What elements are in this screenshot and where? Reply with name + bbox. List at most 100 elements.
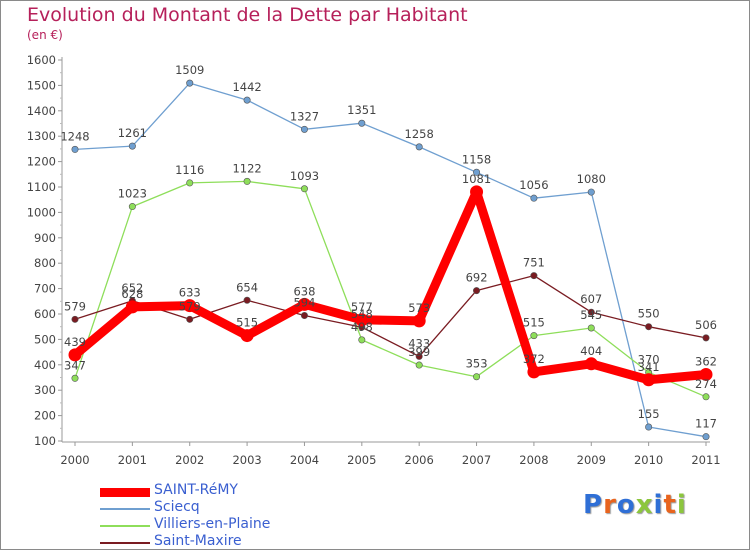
data-label: 579 xyxy=(179,299,201,313)
series-point-2 xyxy=(473,373,481,381)
series-point-1 xyxy=(415,143,423,151)
data-label: 341 xyxy=(638,360,660,374)
series-point-3 xyxy=(243,296,251,304)
data-label: 1023 xyxy=(118,187,147,201)
proxiti-logo: Proxiti xyxy=(583,490,687,520)
series-point-1 xyxy=(702,433,710,441)
series-point-2 xyxy=(415,361,423,369)
legend-label: Saint-Maxire xyxy=(154,533,242,549)
series-line-1 xyxy=(74,82,707,438)
x-tick-label: 2002 xyxy=(175,453,204,467)
data-label: 1056 xyxy=(519,178,548,192)
data-label: 594 xyxy=(293,296,315,310)
data-label: 1093 xyxy=(290,169,319,183)
data-label: 550 xyxy=(638,307,660,321)
data-label: 638 xyxy=(293,284,315,298)
data-label: 1248 xyxy=(60,129,89,143)
data-label: 654 xyxy=(236,280,258,294)
legend-swatch xyxy=(100,542,150,544)
data-label: 545 xyxy=(580,308,602,322)
y-tick-label: 500 xyxy=(34,332,56,346)
x-tick-label: 2009 xyxy=(577,453,606,467)
series-point-0 xyxy=(68,348,82,362)
data-label: 548 xyxy=(351,307,373,321)
y-tick-label: 300 xyxy=(34,383,56,397)
series-point-3 xyxy=(415,352,423,360)
data-label: 1509 xyxy=(175,63,204,77)
data-label: 506 xyxy=(695,318,717,332)
data-label: 751 xyxy=(523,256,545,270)
series-point-3 xyxy=(530,272,538,280)
series-point-1 xyxy=(358,119,366,127)
data-label: 607 xyxy=(580,292,602,306)
chart-title: Evolution du Montant de la Dette par Hab… xyxy=(27,4,468,26)
data-label: 1258 xyxy=(405,127,434,141)
data-label: 347 xyxy=(64,358,86,372)
chart-axes: 100 200 300 400 500 600 700 800 900 1000 1100 1200 1… xyxy=(27,53,721,467)
data-label: 515 xyxy=(236,316,258,330)
series-point-2 xyxy=(243,177,251,185)
series-line-2 xyxy=(74,180,707,398)
data-label: 1327 xyxy=(290,109,319,123)
data-label: 274 xyxy=(695,377,717,391)
y-tick-label: 1300 xyxy=(27,129,56,143)
series-point-0 xyxy=(355,313,369,327)
data-label: 577 xyxy=(351,300,373,314)
data-label: 433 xyxy=(408,336,430,350)
series-lines xyxy=(70,82,711,438)
data-label: 652 xyxy=(121,281,143,295)
series-point-2 xyxy=(128,203,136,211)
series-point-1 xyxy=(186,79,194,87)
data-label: 1081 xyxy=(462,172,491,186)
data-label: 692 xyxy=(466,271,488,285)
legend-swatch xyxy=(100,508,150,510)
series-point-3 xyxy=(645,323,653,331)
data-label: 399 xyxy=(408,345,430,359)
data-label: 155 xyxy=(638,407,660,421)
series-point-1 xyxy=(645,423,653,431)
series-point-2 xyxy=(186,179,194,187)
y-tick-label: 900 xyxy=(34,231,56,245)
series-point-2 xyxy=(300,185,308,193)
x-tick-label: 2007 xyxy=(462,453,491,467)
data-label: 1122 xyxy=(232,161,261,175)
series-point-3 xyxy=(702,334,710,342)
series-point-0 xyxy=(699,367,713,381)
y-tick-label: 600 xyxy=(34,307,56,321)
x-tick-label: 2010 xyxy=(634,453,663,467)
legend-swatch xyxy=(100,487,150,497)
series-point-1 xyxy=(530,194,538,202)
data-label: 1158 xyxy=(462,152,491,166)
y-tick-label: 1000 xyxy=(27,205,56,219)
data-label: 579 xyxy=(64,299,86,313)
x-tick-label: 2008 xyxy=(519,453,548,467)
x-tick-label: 2006 xyxy=(405,453,434,467)
y-tick-label: 1600 xyxy=(27,53,56,67)
x-tick-label: 2004 xyxy=(290,453,319,467)
x-tick-label: 2005 xyxy=(347,453,376,467)
legend-swatch xyxy=(100,525,150,527)
legend-label: SAINT-RéMY xyxy=(154,482,238,498)
series-point-0 xyxy=(240,329,254,343)
series-line-3 xyxy=(74,274,707,358)
series-point-1 xyxy=(128,142,136,150)
series-points xyxy=(68,79,713,441)
data-label: 372 xyxy=(523,352,545,366)
series-point-3 xyxy=(473,287,481,295)
series-point-0 xyxy=(412,314,426,328)
series-point-3 xyxy=(71,315,79,323)
data-label: 1351 xyxy=(347,103,376,117)
y-tick-label: 400 xyxy=(34,358,56,372)
series-point-1 xyxy=(243,96,251,104)
y-tick-label: 200 xyxy=(34,409,56,423)
series-point-2 xyxy=(587,324,595,332)
series-point-0 xyxy=(125,300,139,314)
legend-label: Villiers-en-Plaine xyxy=(154,516,271,532)
line-chart: 100 200 300 400 500 600 700 800 900 1000 1100 1200 1… xyxy=(27,53,721,467)
data-label: 1261 xyxy=(118,126,147,140)
data-label: 515 xyxy=(523,316,545,330)
series-point-3 xyxy=(186,315,194,323)
y-tick-label: 1200 xyxy=(27,155,56,169)
series-point-0 xyxy=(584,357,598,371)
